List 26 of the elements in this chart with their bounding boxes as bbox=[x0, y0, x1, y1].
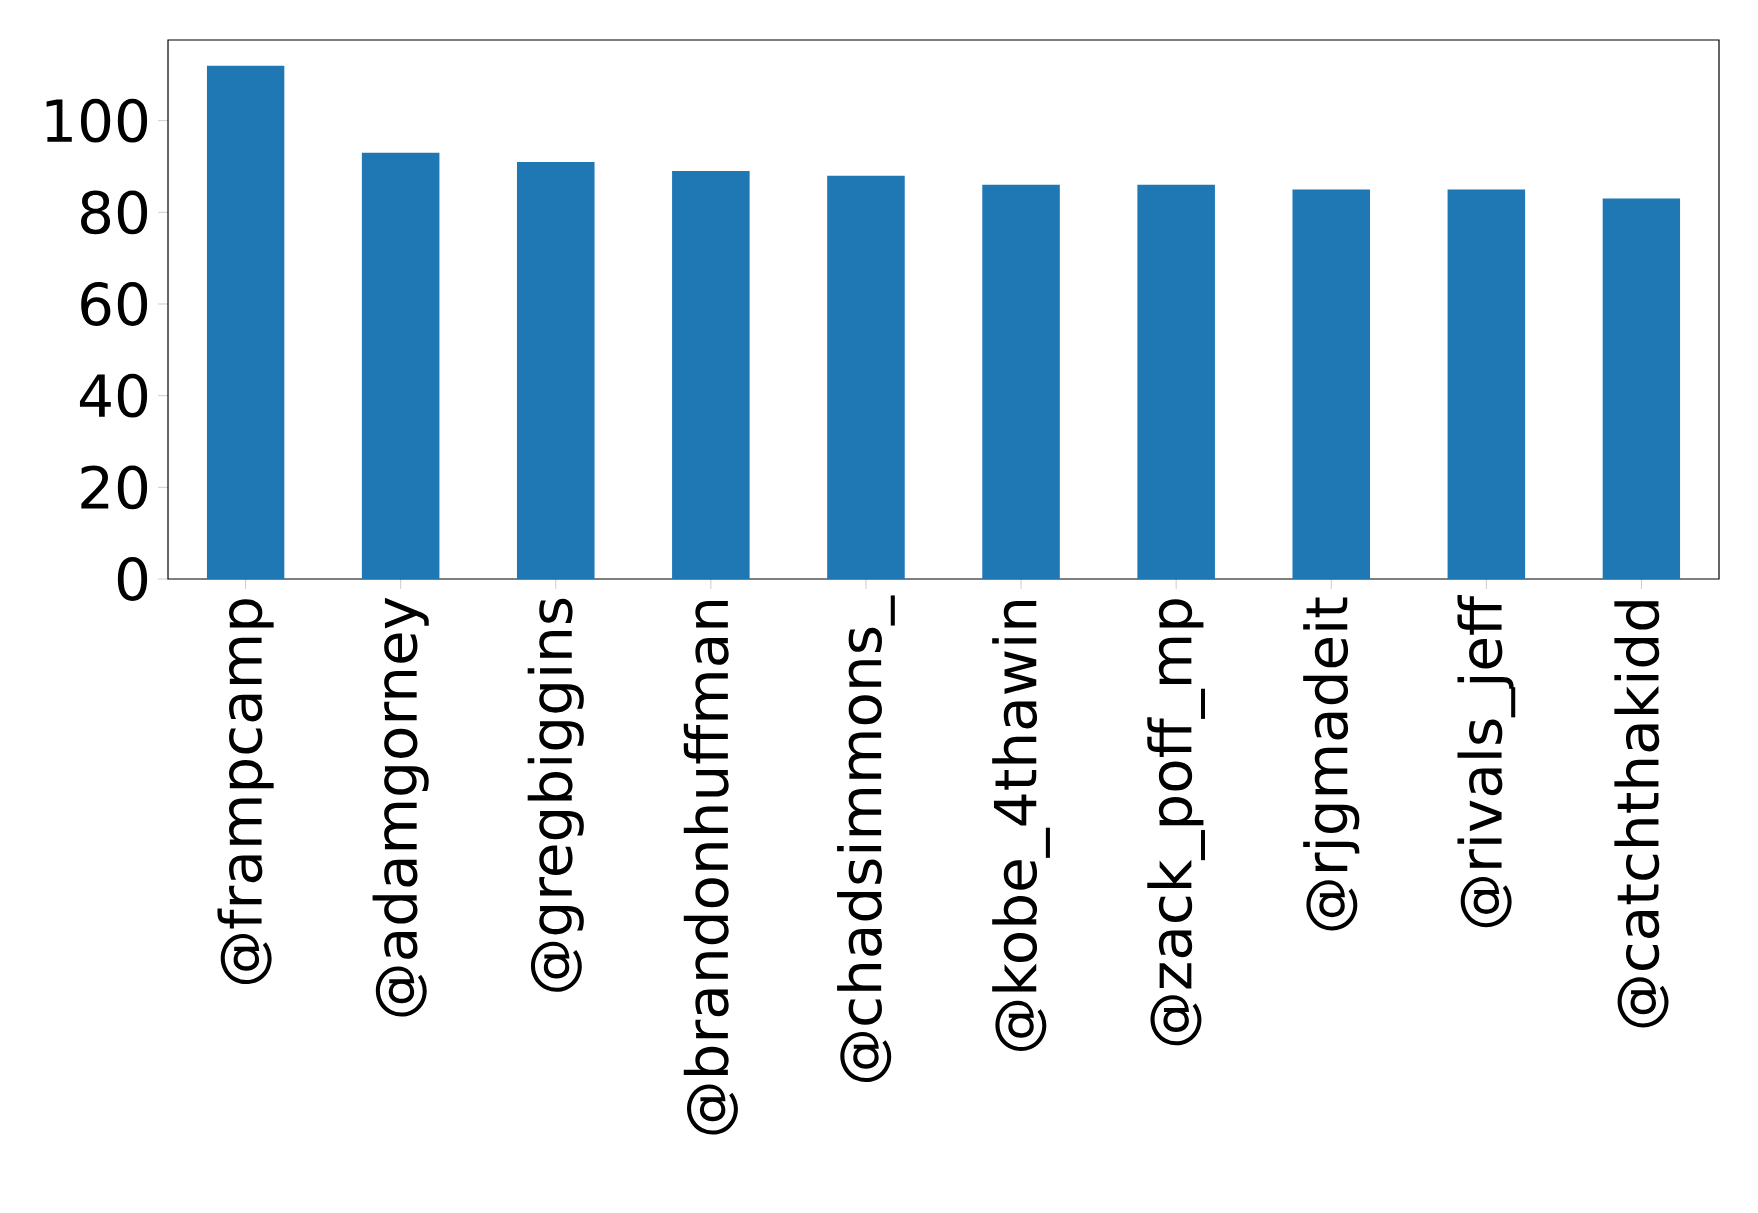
x-tick-label: @rjgmadeit bbox=[1303, 597, 1360, 931]
y-tick-label: 0 bbox=[117, 557, 148, 601]
x-tick-label: @catchthakidd bbox=[1614, 601, 1669, 1028]
x-tick-label: @kobe_4thawin bbox=[992, 600, 1050, 1051]
x-tick-label: @gregbiggins bbox=[527, 598, 584, 992]
bar bbox=[516, 161, 595, 579]
y-tick-label: 100 bbox=[46, 98, 148, 143]
x-tick-label: @rivals_jeff bbox=[1457, 594, 1516, 928]
bar bbox=[361, 152, 440, 579]
bar bbox=[206, 65, 285, 579]
bar bbox=[982, 184, 1060, 579]
x-tick-label: @frampcamp bbox=[217, 599, 274, 985]
x-tick-label: @adamgorney bbox=[372, 597, 429, 1017]
bar bbox=[1602, 198, 1681, 579]
bar bbox=[1137, 184, 1215, 579]
y-tick-label: 60 bbox=[81, 282, 148, 326]
y-tick-label: 80 bbox=[81, 190, 148, 235]
y-tick-label: 40 bbox=[79, 373, 148, 418]
y-tick-label: 20 bbox=[81, 465, 148, 510]
bar bbox=[1447, 189, 1526, 579]
bar bbox=[1292, 189, 1371, 579]
x-tick-label: @chadsimmons_ bbox=[837, 595, 895, 1083]
bar bbox=[672, 171, 750, 579]
x-tick-label: @brandonhuffman bbox=[683, 600, 738, 1135]
bar bbox=[827, 175, 905, 579]
x-tick-label: @zack_poff_mp bbox=[1147, 599, 1206, 1046]
